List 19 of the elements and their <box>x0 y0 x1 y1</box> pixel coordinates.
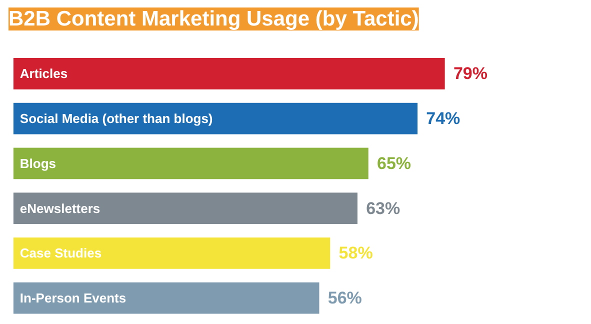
chart-title: B2B Content Marketing Usage (by Tactic) <box>8 8 419 30</box>
y-tick-label: Social Media (other than blogs) <box>20 111 213 126</box>
y-tick-label: Case Studies <box>20 246 102 261</box>
data-label: 56% <box>328 288 362 308</box>
data-label: 74% <box>426 109 460 128</box>
bar <box>13 282 320 314</box>
data-label: 63% <box>366 198 400 218</box>
bar <box>13 58 445 90</box>
bar <box>13 102 418 134</box>
bar <box>13 148 368 180</box>
data-label: 58% <box>338 244 373 263</box>
bar <box>13 237 330 269</box>
data-label: 79% <box>453 64 488 84</box>
y-tick-label: In-Person Events <box>20 290 126 306</box>
y-tick-label: Articles <box>20 66 68 82</box>
data-label: 65% <box>377 154 412 173</box>
y-tick-label: Blogs <box>20 156 56 171</box>
bar <box>13 192 358 224</box>
y-tick-label: eNewsletters <box>20 200 100 216</box>
